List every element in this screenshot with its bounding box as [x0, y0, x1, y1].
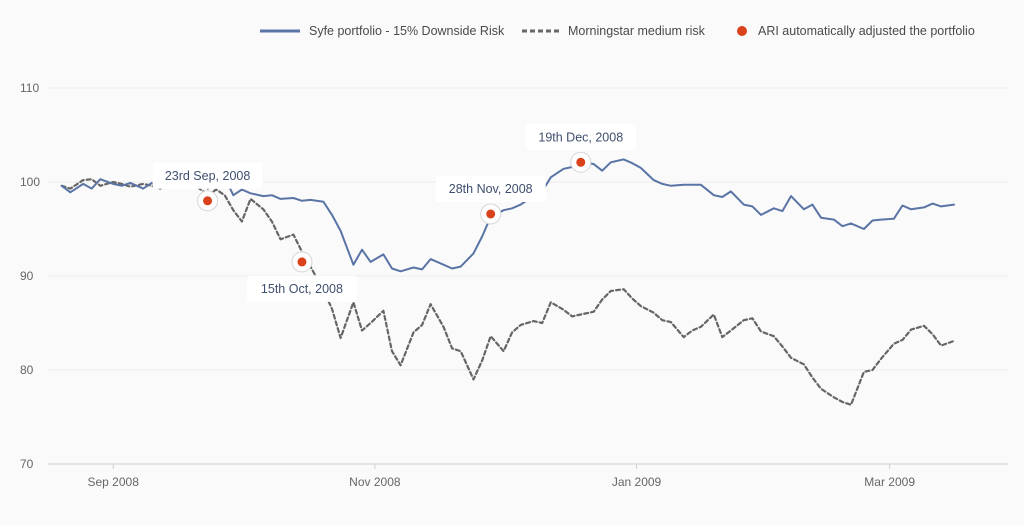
ari-annotation: 28th Nov, 2008 [435, 175, 546, 225]
ari-annotation: 15th Oct, 2008 [246, 251, 357, 302]
ari-annotation: 19th Dec, 2008 [525, 124, 636, 173]
annotation-label: 15th Oct, 2008 [261, 282, 343, 296]
ari-marker [486, 209, 496, 219]
y-tick-label: 100 [20, 175, 40, 189]
x-tick-label: Mar 2009 [864, 475, 915, 489]
annotation-label-box [246, 275, 357, 302]
y-axis: 70 80 90 100 110 [20, 81, 40, 471]
ari-marker [203, 196, 213, 206]
y-tick-label: 70 [20, 457, 34, 471]
legend-ari-marker [737, 26, 747, 36]
y-tick-label: 110 [20, 81, 39, 95]
annotation-label: 28th Nov, 2008 [449, 182, 533, 196]
ari-annotation: 23rd Sep, 2008 [152, 162, 263, 212]
legend-syfe-label: Syfe portfolio - 15% Downside Risk [309, 24, 505, 38]
legend-ari-label: ARI automatically adjusted the portfolio [758, 24, 975, 38]
legend-morningstar-label: Morningstar medium risk [568, 24, 706, 38]
annotations: 23rd Sep, 2008 15th Oct, 2008 28th Nov, 20… [152, 124, 636, 302]
x-tick-label: Nov 2008 [349, 475, 401, 489]
ari-marker [297, 257, 307, 267]
y-tick-label: 90 [20, 269, 34, 283]
legend: Syfe portfolio - 15% Downside Risk Morni… [260, 24, 975, 38]
annotation-label-box [435, 175, 546, 202]
ari-marker [576, 157, 586, 167]
annotation-label: 19th Dec, 2008 [538, 130, 623, 144]
x-tick-label: Jan 2009 [612, 475, 662, 489]
x-axis: Sep 2008 Nov 2008 Jan 2009 Mar 2009 [87, 464, 915, 489]
annotation-label-box [152, 162, 263, 189]
x-tick-label: Sep 2008 [87, 475, 139, 489]
annotation-label: 23rd Sep, 2008 [165, 169, 251, 183]
y-tick-label: 80 [20, 363, 34, 377]
annotation-label-box [525, 124, 636, 151]
